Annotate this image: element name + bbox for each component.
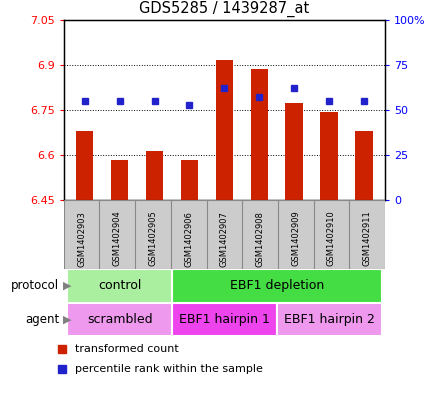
Text: ▶: ▶ bbox=[63, 314, 71, 324]
Text: scrambled: scrambled bbox=[87, 313, 153, 326]
Text: protocol: protocol bbox=[11, 279, 59, 292]
Bar bbox=[67, 303, 172, 336]
Bar bbox=[146, 151, 163, 200]
Text: GSM1402903: GSM1402903 bbox=[77, 211, 86, 266]
Text: transformed count: transformed count bbox=[75, 343, 179, 354]
Text: EBF1 depletion: EBF1 depletion bbox=[230, 279, 324, 292]
Text: GSM1402909: GSM1402909 bbox=[291, 211, 300, 266]
Text: EBF1 hairpin 2: EBF1 hairpin 2 bbox=[284, 313, 374, 326]
Text: GSM1402906: GSM1402906 bbox=[184, 211, 193, 266]
Text: GSM1402907: GSM1402907 bbox=[220, 211, 229, 266]
Bar bbox=[277, 303, 381, 336]
Bar bbox=[67, 269, 172, 303]
Bar bbox=[111, 160, 128, 200]
Text: agent: agent bbox=[25, 313, 59, 326]
Text: control: control bbox=[98, 279, 141, 292]
Bar bbox=[356, 131, 373, 200]
Bar bbox=[251, 70, 268, 200]
Text: GSM1402904: GSM1402904 bbox=[113, 211, 122, 266]
Text: ▶: ▶ bbox=[63, 281, 71, 291]
Title: GDS5285 / 1439287_at: GDS5285 / 1439287_at bbox=[139, 1, 309, 17]
Text: GSM1402910: GSM1402910 bbox=[327, 211, 336, 266]
Bar bbox=[286, 103, 303, 200]
Bar bbox=[181, 160, 198, 200]
Bar bbox=[172, 269, 381, 303]
Text: GSM1402908: GSM1402908 bbox=[256, 211, 264, 266]
Bar bbox=[172, 303, 277, 336]
Bar bbox=[216, 61, 233, 200]
Text: percentile rank within the sample: percentile rank within the sample bbox=[75, 364, 263, 374]
Text: EBF1 hairpin 1: EBF1 hairpin 1 bbox=[179, 313, 270, 326]
Text: GSM1402905: GSM1402905 bbox=[149, 211, 158, 266]
Bar bbox=[76, 131, 93, 200]
Bar bbox=[320, 112, 338, 200]
Text: GSM1402911: GSM1402911 bbox=[363, 211, 372, 266]
